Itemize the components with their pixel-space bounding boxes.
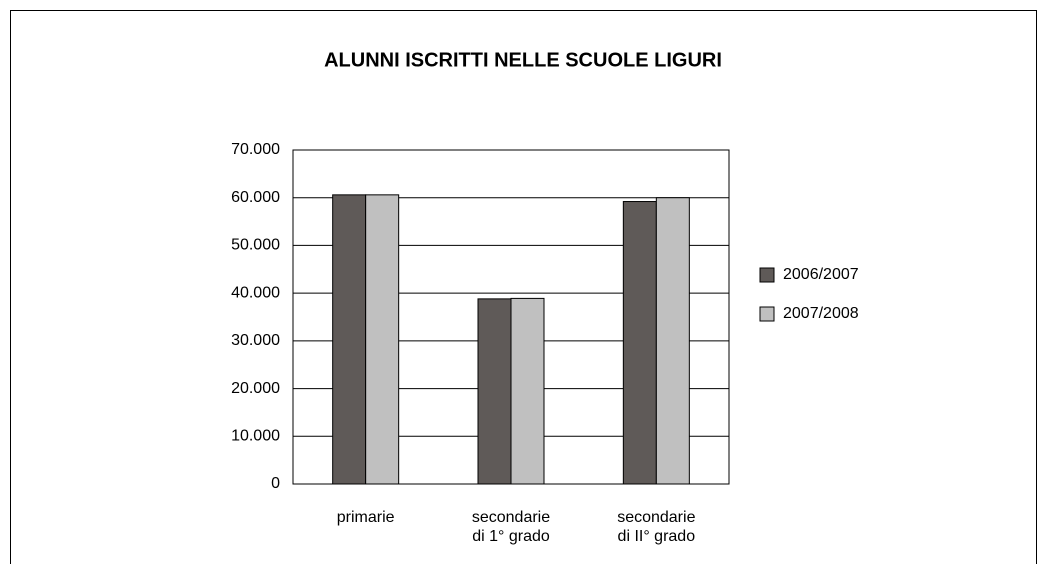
bar	[365, 194, 400, 485]
x-tick-label: secondarie di 1° grado	[471, 509, 551, 545]
chart-title: ALUNNI ISCRITTI NELLE SCUOLE LIGURI	[324, 49, 722, 71]
y-tick-label: 10.000	[231, 428, 280, 445]
bar	[655, 197, 690, 485]
y-tick-label: 50.000	[231, 237, 280, 254]
y-tick-label: 20.000	[231, 380, 280, 397]
legend-swatch	[759, 267, 775, 283]
y-tick-label: 30.000	[231, 332, 280, 349]
legend-swatch	[759, 306, 775, 322]
bar	[510, 297, 545, 485]
chart-frame	[10, 10, 1037, 564]
legend-label: 2007/2008	[783, 305, 859, 322]
y-tick-label: 60.000	[231, 189, 280, 206]
y-tick-label: 0	[271, 475, 280, 492]
y-tick-label: 40.000	[231, 284, 280, 301]
bar	[332, 194, 367, 485]
bar	[477, 298, 512, 485]
y-tick-label: 70.000	[231, 141, 280, 158]
legend-label: 2006/2007	[783, 266, 859, 283]
x-tick-label: primarie	[336, 509, 395, 526]
bar	[622, 201, 657, 485]
x-tick-label: secondarie di II° grado	[617, 509, 696, 545]
